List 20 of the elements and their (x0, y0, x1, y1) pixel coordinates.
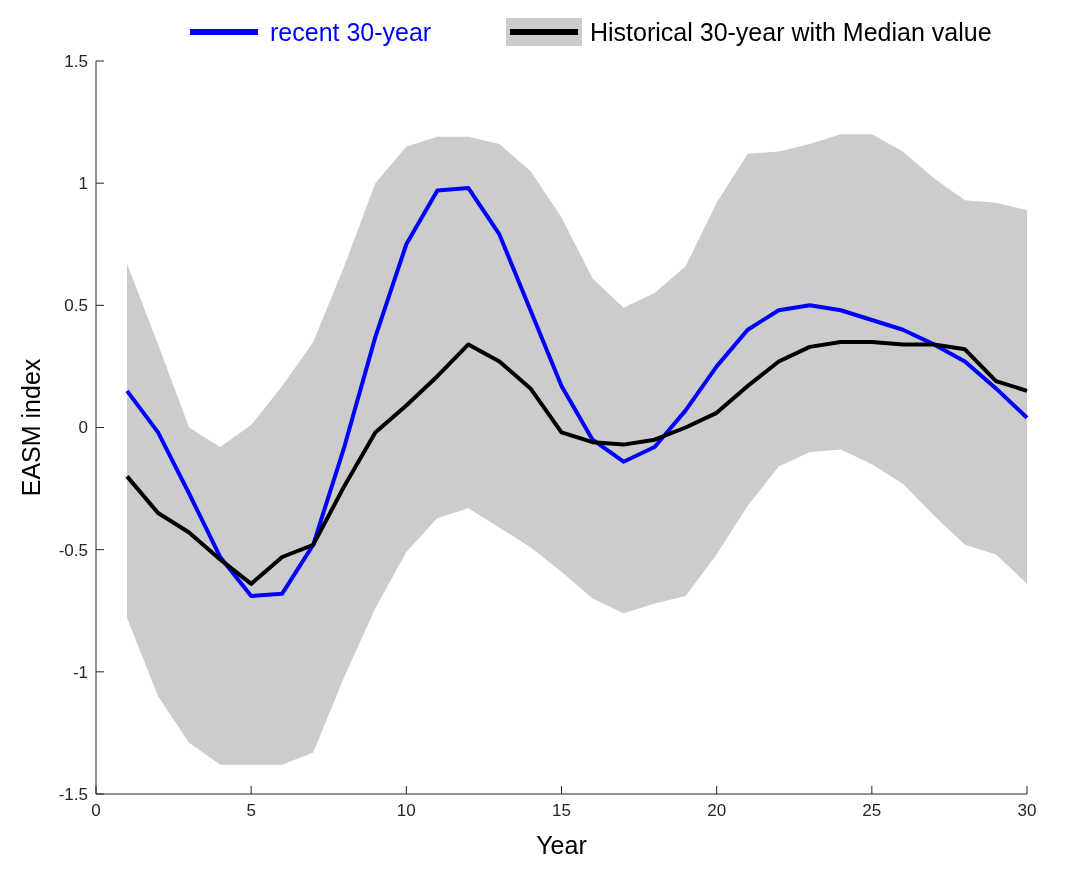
x-tick-label: 10 (396, 801, 416, 820)
x-tick-label: 20 (707, 801, 727, 820)
line-series (125, 339, 1029, 586)
x-tick-label: 0 (91, 801, 101, 820)
y-axis-title: EASM index (17, 358, 45, 497)
x-axis-title: Year (536, 831, 587, 859)
y-tick-label: 1 (78, 174, 88, 194)
line-series (125, 186, 1029, 599)
y-tick-label: -1.5 (58, 784, 88, 804)
y-tick-label: 0 (78, 418, 88, 438)
x-tick-label: 15 (552, 801, 571, 820)
legend-label: Historical 30-year with Median value (590, 17, 992, 46)
x-tick-label: 25 (862, 801, 882, 820)
y-tick-label: 0.5 (64, 296, 88, 316)
y-tick-label: 1.5 (64, 51, 88, 71)
x-tick-label: 5 (246, 801, 256, 820)
y-tick-label: -1 (72, 662, 88, 682)
y-tick-label: -0.5 (58, 540, 88, 560)
legend-label: recent 30-year (270, 17, 432, 46)
x-tick-label: 30 (1017, 801, 1037, 820)
